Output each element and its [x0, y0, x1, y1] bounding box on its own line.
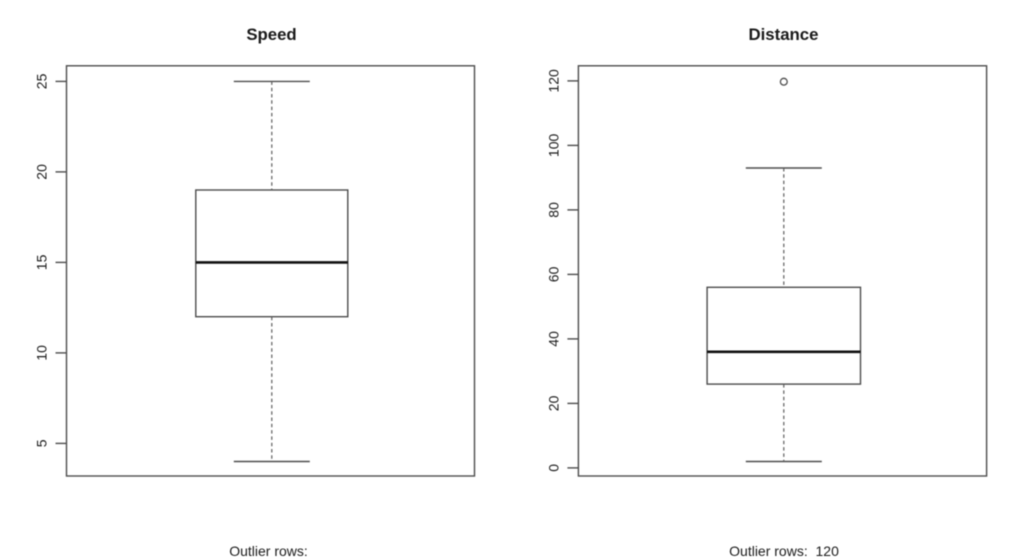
svg-text:0: 0 [546, 464, 562, 472]
svg-text:Distance: Distance [749, 25, 819, 44]
svg-text:100: 100 [546, 134, 562, 158]
svg-text:25: 25 [34, 73, 50, 89]
svg-text:80: 80 [546, 202, 562, 218]
svg-text:Outlier rows:: Outlier rows: [229, 543, 308, 559]
svg-text:Outlier rows: 120: Outlier rows: 120 [729, 543, 839, 559]
svg-text:120: 120 [546, 69, 562, 93]
svg-text:20: 20 [34, 164, 50, 180]
svg-text:Speed: Speed [246, 25, 296, 44]
svg-text:15: 15 [34, 254, 50, 270]
svg-text:40: 40 [546, 331, 562, 347]
svg-text:60: 60 [546, 266, 562, 282]
svg-text:20: 20 [546, 395, 562, 411]
svg-text:5: 5 [34, 439, 50, 447]
svg-text:10: 10 [34, 345, 50, 361]
